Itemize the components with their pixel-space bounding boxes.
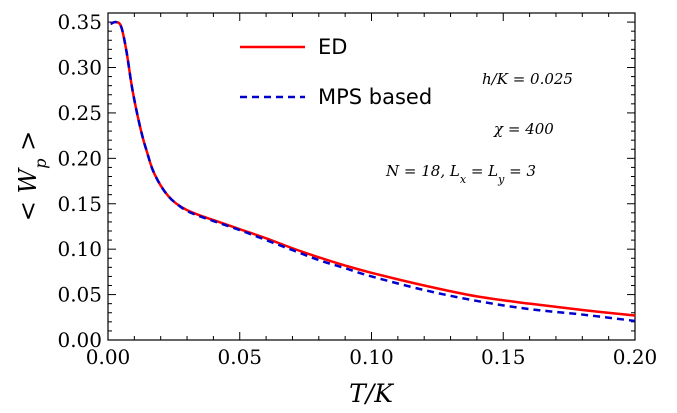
legend-label-mps: MPS based xyxy=(318,85,432,109)
legend-label-ed: ED xyxy=(318,35,347,59)
annotation-field: h/K = 0.025 xyxy=(482,70,573,88)
y-axis-title: < Wp > xyxy=(14,131,50,221)
legend: ED MPS based xyxy=(240,35,432,109)
x-tick-label: 0.00 xyxy=(86,345,131,369)
annotation-system-size: N = 18, Lx = Ly = 3 xyxy=(385,162,536,186)
y-tick-label: 0.25 xyxy=(57,101,102,125)
series-layer xyxy=(110,20,636,323)
annotation-bond-dimension: χ = 400 xyxy=(493,120,554,138)
plot-frame xyxy=(107,12,636,341)
y-tick-label: 0.35 xyxy=(57,10,102,34)
axis-ticks xyxy=(107,12,636,341)
y-tick-label: 0.05 xyxy=(57,283,102,307)
x-tick-label: 0.20 xyxy=(613,345,658,369)
y-tick-label: 0.10 xyxy=(57,237,102,261)
y-tick-label: 0.00 xyxy=(57,328,102,352)
x-tick-label: 0.15 xyxy=(481,345,526,369)
x-axis-title: T/K xyxy=(349,379,394,408)
axis-tick-labels: 0.00 0.05 0.10 0.15 0.20 0.00 0.05 0.10 0.15 0.20… xyxy=(57,10,657,369)
y-tick-label: 0.15 xyxy=(57,192,102,216)
y-tick-label: 0.30 xyxy=(57,56,102,80)
x-tick-label: 0.10 xyxy=(349,345,394,369)
series-line-ed xyxy=(110,20,636,317)
series-line-mps xyxy=(110,20,636,323)
y-tick-label: 0.20 xyxy=(57,146,102,170)
x-tick-label: 0.05 xyxy=(217,345,262,369)
